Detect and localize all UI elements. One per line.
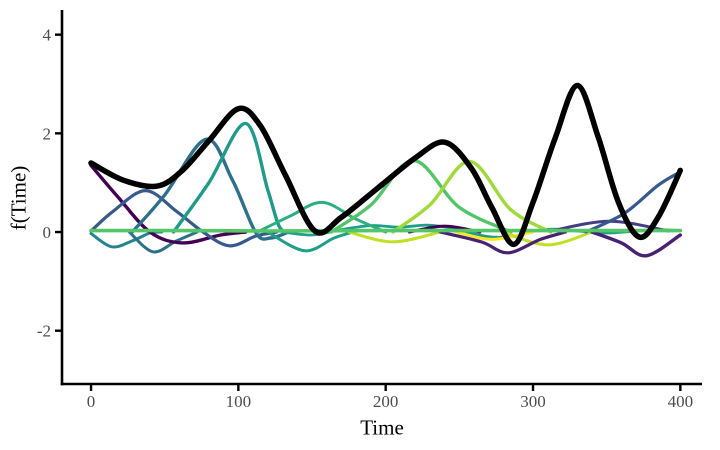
series-tealgreen-dip-145 (266, 230, 355, 253)
x-tick-label: 100 (226, 392, 252, 411)
series-tealgreen-hump-105 (171, 121, 294, 234)
y-axis-title: f(Time) (6, 165, 31, 231)
y-tick-label: -2 (37, 322, 51, 341)
axes-group: 0 100 200 300 400 -2 0 2 4 (37, 10, 702, 411)
series-blue-left-hump (89, 189, 279, 248)
y-tick-label: 0 (43, 223, 52, 242)
x-tick-label: 300 (520, 392, 546, 411)
y-tick-label: 2 (43, 124, 52, 143)
y-tick-label: 4 (43, 26, 52, 45)
series-sum-function (88, 82, 684, 248)
series-teal-scallop-b (127, 230, 199, 254)
x-axis-title: Time (360, 415, 404, 440)
x-tick-label: 400 (668, 392, 694, 411)
series-yellowgreen-dip-205 (347, 230, 442, 244)
x-tick-label: 200 (373, 392, 399, 411)
series-green-bump-157 (256, 200, 388, 234)
series-purple-first-basis (89, 163, 248, 245)
series-blue-right-rise (584, 170, 682, 234)
series-teal-hump-75 (130, 137, 291, 241)
series-purple-dip-377 (590, 230, 682, 258)
x-tick-label: 0 (87, 392, 96, 411)
series-teal-wavy-zero (281, 223, 682, 239)
series-yellowgreen-dip-310 (502, 230, 594, 247)
series-purple-dip-283 (438, 230, 567, 255)
series-group (88, 82, 684, 258)
